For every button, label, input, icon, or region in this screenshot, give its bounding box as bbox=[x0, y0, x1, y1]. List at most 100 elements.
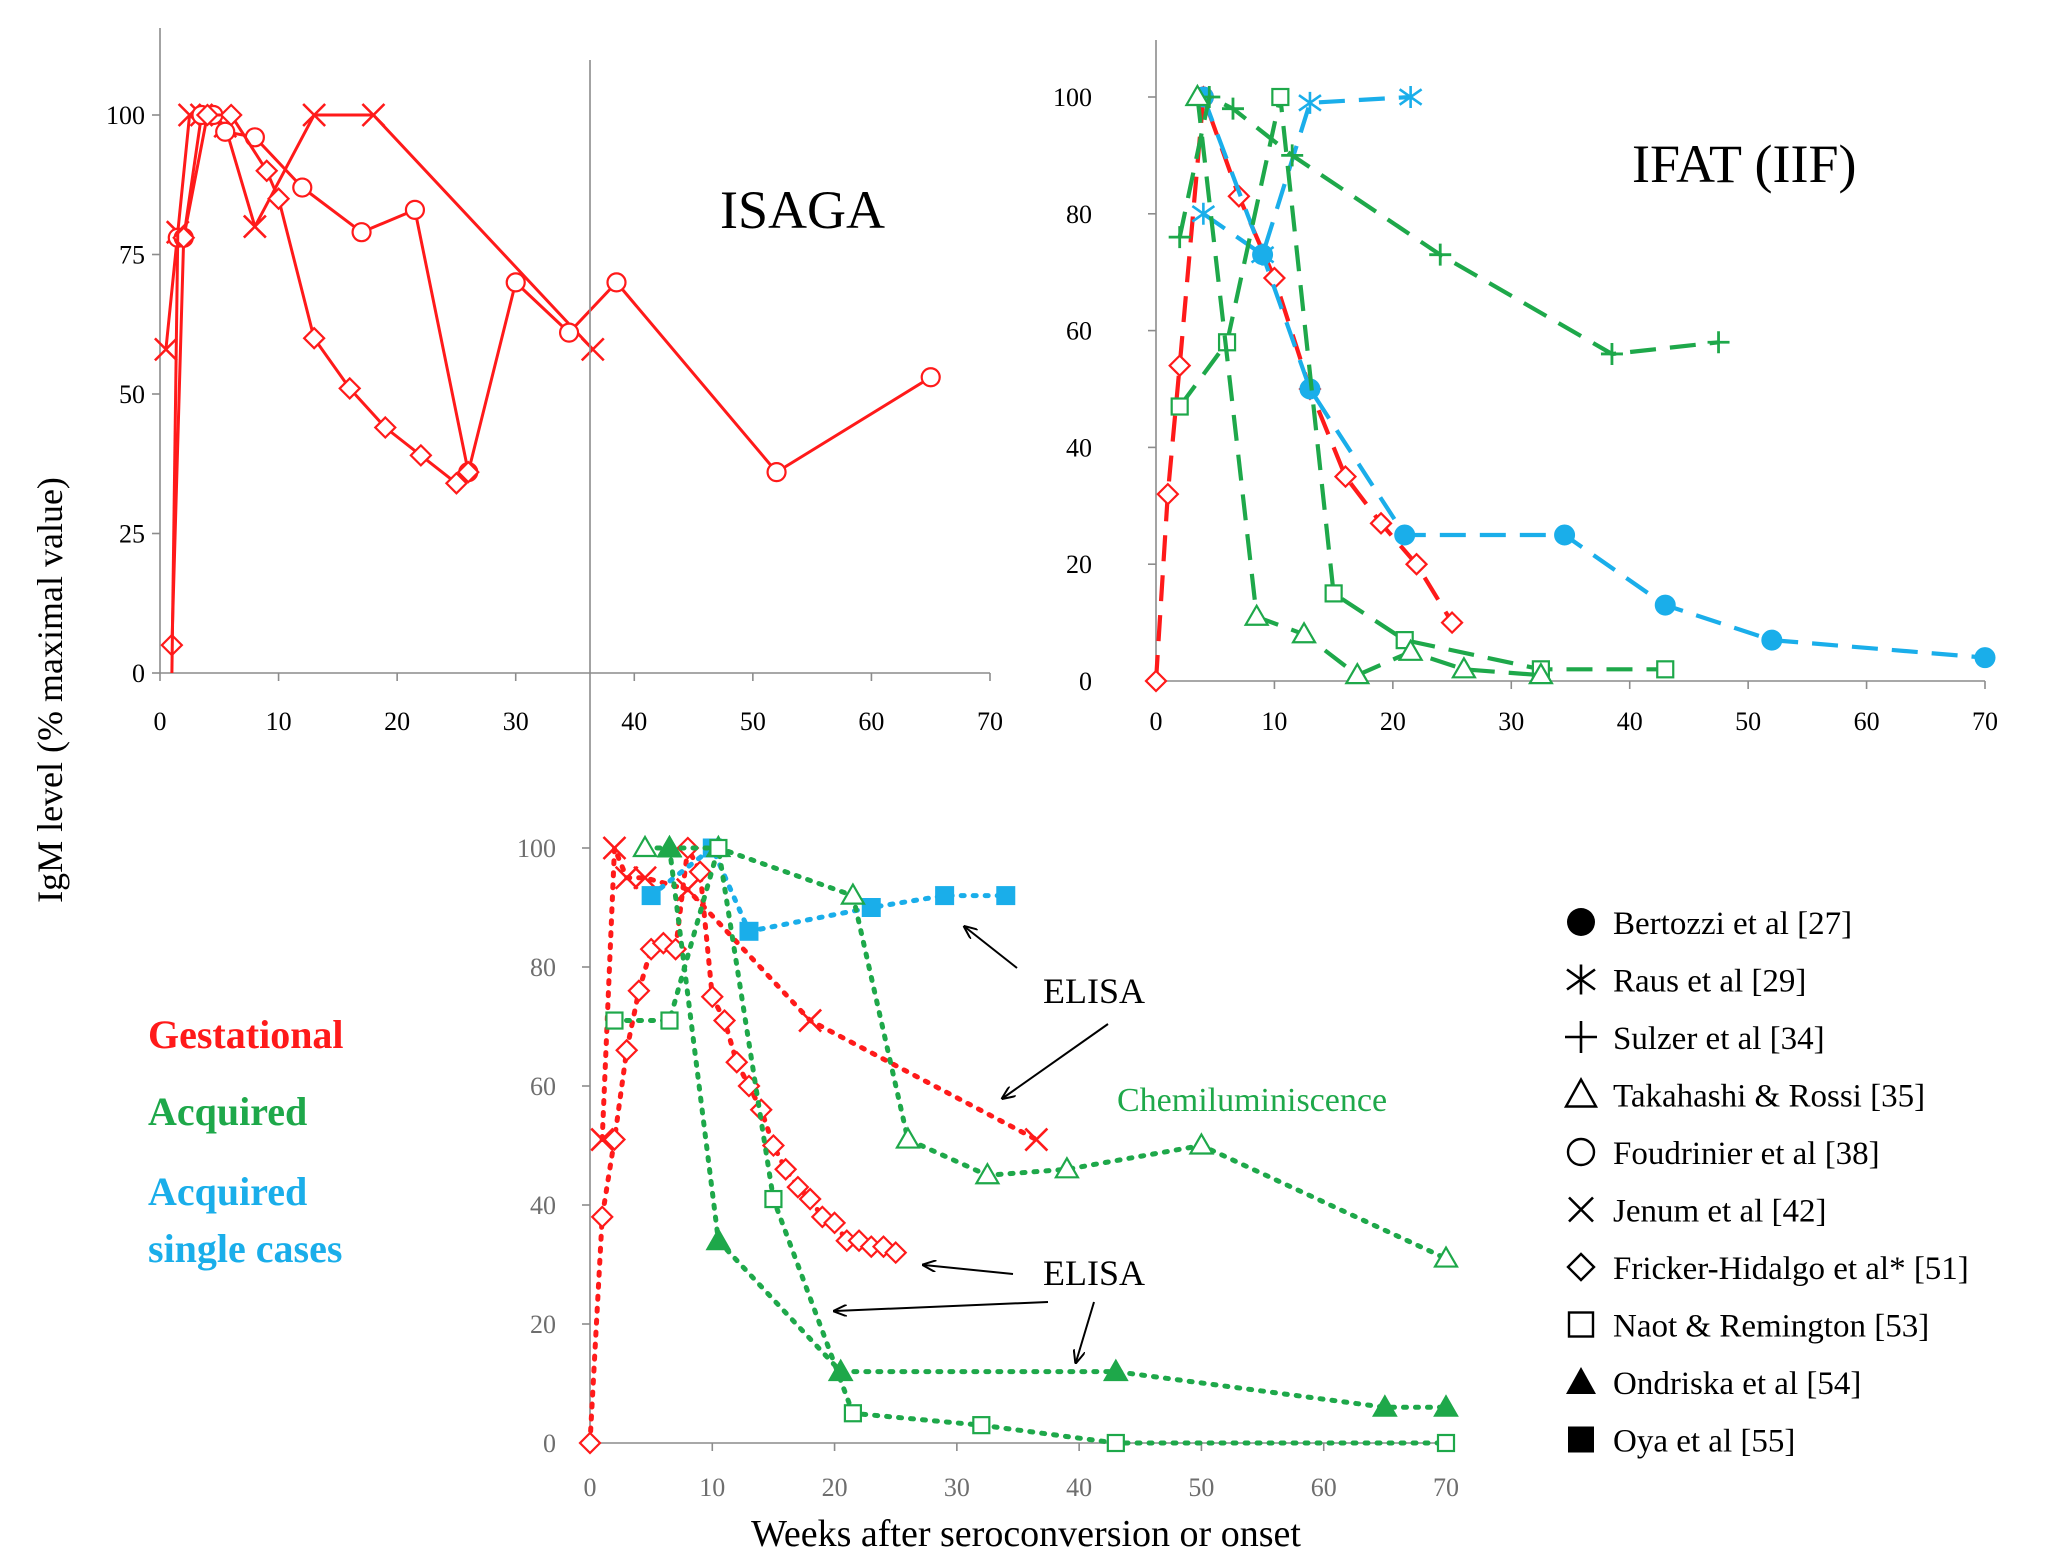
elisa-y-tick-label: 80 bbox=[530, 953, 556, 982]
legend-marker-circle-filled bbox=[1567, 908, 1595, 936]
ifat-x-tick-label: 60 bbox=[1854, 707, 1880, 736]
x-axis-title: Weeks after seroconversion or onset bbox=[751, 1513, 1301, 1555]
legend-marker-circle-open bbox=[1566, 1137, 1596, 1167]
elisa-data-point bbox=[605, 1011, 624, 1030]
elisa-data-point bbox=[641, 886, 661, 906]
category-acquired-single: Acquired single cases bbox=[148, 1169, 342, 1271]
ifat-series-6 bbox=[1184, 83, 1554, 685]
elisa-series-4 bbox=[605, 838, 1456, 1453]
elisa-data-point bbox=[614, 865, 639, 890]
isaga-y-tick-label: 25 bbox=[119, 520, 145, 549]
isaga-series-line bbox=[170, 113, 470, 646]
isaga-data-point bbox=[409, 443, 433, 467]
elisa-x-tick-label: 60 bbox=[1311, 1473, 1337, 1502]
isaga-x-tick-label: 0 bbox=[154, 707, 167, 736]
isaga-data-point bbox=[456, 460, 480, 484]
arrow-elisa-fricker bbox=[924, 1265, 1014, 1275]
isaga-data-point bbox=[920, 367, 941, 388]
isaga-x-tick-label: 60 bbox=[858, 707, 884, 736]
ifat-data-point bbox=[1974, 647, 1996, 669]
ifat-data-point bbox=[1271, 87, 1290, 107]
legend-label: Raus et al [29] bbox=[1613, 964, 1806, 1000]
elisa-data-point bbox=[602, 1127, 627, 1152]
isaga-y-tick-label: 0 bbox=[132, 659, 145, 688]
category-gestational: Gestational bbox=[148, 1012, 344, 1057]
ifat-series-4 bbox=[1168, 86, 1730, 365]
ifat-data-point bbox=[1656, 660, 1675, 679]
elisa-data-point bbox=[1433, 1394, 1459, 1417]
ifat-data-point bbox=[1404, 552, 1429, 576]
legend-item: Foudrinier et al [38] bbox=[1566, 1136, 1880, 1172]
isaga-x-tick-label: 70 bbox=[977, 707, 1003, 736]
legend: Bertozzi et al [27] Raus et al [29] Sulzer… bbox=[1563, 906, 1969, 1460]
ifat-series-line bbox=[1202, 94, 1411, 257]
elisa-y-tick-label: 100 bbox=[517, 834, 556, 863]
isaga-x-tick-label: 20 bbox=[384, 707, 410, 736]
ifat-data-point bbox=[1527, 661, 1554, 685]
legend-label: Jenum et al [42] bbox=[1613, 1194, 1827, 1230]
ifat-x-tick-label: 10 bbox=[1261, 707, 1287, 736]
isaga-x-tick-label: 10 bbox=[266, 707, 292, 736]
ifat-data-point bbox=[1654, 594, 1676, 616]
ifat-data-point bbox=[1429, 243, 1452, 266]
isaga-series-line bbox=[177, 113, 932, 474]
elisa-y-tick-label: 20 bbox=[530, 1310, 556, 1339]
ifat-x-tick-label: 40 bbox=[1617, 707, 1643, 736]
ifat-data-point bbox=[1394, 524, 1416, 546]
annotation-elisa-top: ELISA bbox=[1043, 971, 1145, 1011]
legend-item: Raus et al [29] bbox=[1566, 964, 1806, 1000]
ifat-title: IFAT (IIF) bbox=[1632, 134, 1857, 194]
ifat-series-5 bbox=[1170, 87, 1675, 679]
elisa-series-1 bbox=[578, 836, 908, 1455]
elisa-data-point bbox=[1436, 1433, 1456, 1453]
isaga-series-0 bbox=[154, 103, 605, 362]
ifat-y-tick-label: 80 bbox=[1066, 200, 1092, 229]
elisa-data-point bbox=[676, 836, 700, 860]
ifat-data-point bbox=[1281, 144, 1304, 167]
elisa-data-point bbox=[884, 1241, 908, 1265]
isaga-data-point bbox=[292, 177, 313, 198]
elisa-data-point bbox=[871, 1235, 896, 1259]
isaga-data-point bbox=[766, 462, 787, 483]
legend-marker-square-filled bbox=[1568, 1426, 1594, 1453]
elisa-data-point bbox=[935, 886, 955, 906]
isaga-data-point bbox=[361, 103, 386, 127]
elisa-data-point bbox=[861, 898, 881, 917]
isaga-series-1 bbox=[167, 104, 941, 483]
elisa-data-point bbox=[602, 836, 627, 860]
ifat-data-point bbox=[1707, 331, 1730, 354]
legend-label: Naot & Remington [53] bbox=[1613, 1309, 1929, 1345]
elisa-y-tick-label: 0 bbox=[543, 1429, 556, 1458]
arrow-elisa-oya bbox=[965, 927, 1018, 969]
isaga-data-point bbox=[302, 326, 326, 350]
isaga-data-point bbox=[195, 103, 219, 127]
elisa-data-point bbox=[847, 1229, 871, 1253]
elisa-data-point bbox=[798, 1008, 823, 1033]
elisa-data-point bbox=[996, 886, 1016, 906]
annotation-elisa-bottom: ELISA bbox=[1043, 1253, 1145, 1293]
ifat-data-point bbox=[1397, 638, 1424, 661]
ifat-data-point bbox=[1398, 86, 1423, 108]
legend-marker-asterisk bbox=[1566, 964, 1596, 995]
isaga-series-2 bbox=[160, 103, 480, 657]
ifat-data-point bbox=[1600, 342, 1623, 365]
legend-label: Foudrinier et al [38] bbox=[1613, 1136, 1880, 1172]
ifat-data-point bbox=[1333, 465, 1358, 489]
isaga-data-point bbox=[154, 337, 178, 362]
isaga-data-point bbox=[267, 187, 291, 211]
elisa-y-tick-label: 40 bbox=[530, 1191, 556, 1220]
elisa-data-point bbox=[823, 1211, 847, 1235]
legend-item: Jenum et al [42] bbox=[1568, 1194, 1827, 1230]
ifat-data-point bbox=[1291, 621, 1317, 644]
legend-label: Sulzer et al [34] bbox=[1613, 1021, 1825, 1057]
legend-marker-square-open bbox=[1567, 1311, 1595, 1338]
isaga-x-tick-label: 30 bbox=[503, 707, 529, 736]
elisa-x-tick-label: 30 bbox=[944, 1473, 970, 1502]
elisa-data-point bbox=[774, 1157, 798, 1181]
legend-item: Ondriska et al [54] bbox=[1566, 1366, 1861, 1402]
isaga-y-tick-label: 100 bbox=[106, 101, 145, 130]
isaga-series-line bbox=[170, 232, 180, 674]
ifat-series-2 bbox=[1191, 86, 1423, 266]
legend-item: Takahashi & Rossi [35] bbox=[1563, 1077, 1925, 1115]
